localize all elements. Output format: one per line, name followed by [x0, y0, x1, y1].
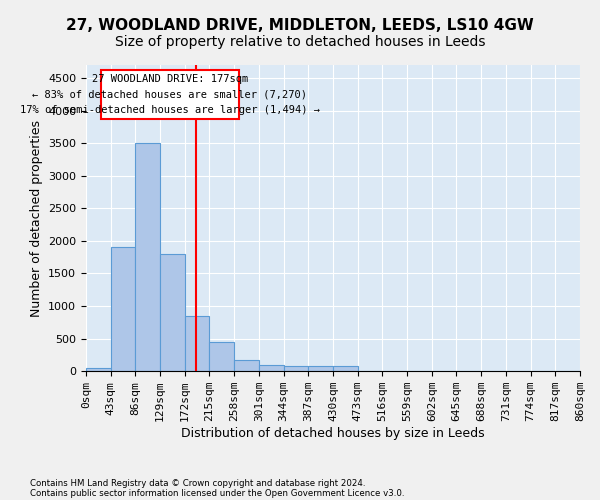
FancyBboxPatch shape [101, 70, 239, 119]
X-axis label: Distribution of detached houses by size in Leeds: Distribution of detached houses by size … [181, 427, 485, 440]
Bar [234, 360, 259, 371]
Text: Size of property relative to detached houses in Leeds: Size of property relative to detached ho… [115, 35, 485, 49]
Bar [136, 143, 160, 371]
Text: Contains public sector information licensed under the Open Government Licence v3: Contains public sector information licen… [30, 488, 404, 498]
Bar [86, 368, 110, 371]
Bar [333, 366, 358, 371]
Bar [209, 342, 234, 371]
Text: 27, WOODLAND DRIVE, MIDDLETON, LEEDS, LS10 4GW: 27, WOODLAND DRIVE, MIDDLETON, LEEDS, LS… [66, 18, 534, 32]
Text: 27 WOODLAND DRIVE: 177sqm
← 83% of detached houses are smaller (7,270)
17% of se: 27 WOODLAND DRIVE: 177sqm ← 83% of detac… [20, 74, 320, 115]
Bar [308, 366, 333, 371]
Bar [284, 366, 308, 371]
Bar [185, 316, 209, 371]
Y-axis label: Number of detached properties: Number of detached properties [29, 120, 43, 316]
Bar [259, 364, 284, 371]
Text: Contains HM Land Registry data © Crown copyright and database right 2024.: Contains HM Land Registry data © Crown c… [30, 478, 365, 488]
Bar [110, 248, 136, 371]
Bar [160, 254, 185, 371]
